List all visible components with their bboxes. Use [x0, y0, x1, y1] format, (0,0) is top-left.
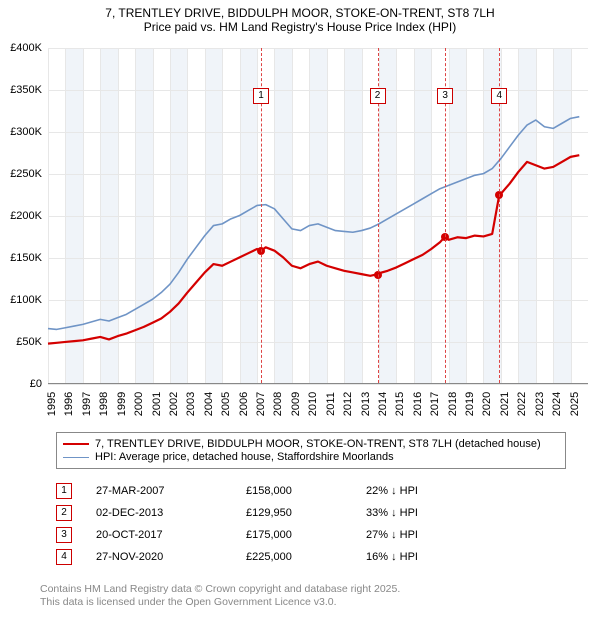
y-tick-label: £400K: [10, 42, 42, 54]
legend: 7, TRENTLEY DRIVE, BIDDULPH MOOR, STOKE-…: [56, 432, 566, 469]
legend-label: 7, TRENTLEY DRIVE, BIDDULPH MOOR, STOKE-…: [95, 438, 541, 450]
grid-y-line: [48, 384, 588, 385]
x-tick-label: 2010: [307, 392, 319, 416]
y-tick-label: £100K: [10, 294, 42, 306]
x-tick-label: 2005: [220, 392, 232, 416]
event-row-date: 20-OCT-2017: [96, 529, 246, 541]
event-row-price: £175,000: [246, 529, 366, 541]
legend-label: HPI: Average price, detached house, Staf…: [95, 451, 394, 463]
attribution: Contains HM Land Registry data © Crown c…: [40, 583, 400, 610]
y-tick-label: £150K: [10, 252, 42, 264]
event-row-delta: 22% ↓ HPI: [366, 485, 566, 497]
event-row-date: 27-MAR-2007: [96, 485, 246, 497]
event-row-date: 27-NOV-2020: [96, 551, 246, 563]
event-row-number: 3: [56, 527, 72, 543]
event-row-number: 1: [56, 483, 72, 499]
event-box: 4: [491, 88, 507, 104]
x-tick-label: 2024: [551, 392, 563, 416]
x-tick-label: 2018: [447, 392, 459, 416]
event-row-number: 4: [56, 549, 72, 565]
event-number-boxes: 1 2 3 4: [48, 48, 588, 383]
y-tick-label: £300K: [10, 126, 42, 138]
x-tick-label: 2014: [377, 392, 389, 416]
x-tick-label: 2015: [394, 392, 406, 416]
y-tick-label: £250K: [10, 168, 42, 180]
event-row-price: £129,950: [246, 507, 366, 519]
x-tick-label: 2000: [133, 392, 145, 416]
event-row-delta: 16% ↓ HPI: [366, 551, 566, 563]
x-tick-label: 2020: [481, 392, 493, 416]
x-tick-label: 2003: [185, 392, 197, 416]
x-tick-label: 2016: [412, 392, 424, 416]
event-box: 3: [437, 88, 453, 104]
x-tick-label: 2013: [360, 392, 372, 416]
events-table: 1 27-MAR-2007£158,00022% ↓ HPI 2 02-DEC-201…: [56, 480, 566, 568]
chart-container: 7, TRENTLEY DRIVE, BIDDULPH MOOR, STOKE-…: [0, 0, 600, 620]
plot-area: 1 2 3 4: [48, 48, 588, 384]
event-box: 1: [253, 88, 269, 104]
event-row: 4 27-NOV-2020£225,00016% ↓ HPI: [56, 546, 566, 568]
chart-title-line2: Price paid vs. HM Land Registry's House …: [0, 20, 600, 38]
x-axis-labels: 1995 1996 1997 1998 1999 2000 2001 2002 2003 2004…: [48, 388, 588, 422]
legend-swatch: [63, 443, 89, 445]
x-tick-label: 2025: [569, 392, 581, 416]
event-row-date: 02-DEC-2013: [96, 507, 246, 519]
x-tick-label: 2002: [168, 392, 180, 416]
x-tick-label: 1995: [46, 392, 58, 416]
x-tick-label: 2017: [429, 392, 441, 416]
attribution-line1: Contains HM Land Registry data © Crown c…: [40, 583, 400, 597]
y-tick-label: £0: [30, 378, 42, 390]
event-row-delta: 33% ↓ HPI: [366, 507, 566, 519]
event-row-number: 2: [56, 505, 72, 521]
chart-title-line1: 7, TRENTLEY DRIVE, BIDDULPH MOOR, STOKE-…: [0, 0, 600, 20]
event-row: 1 27-MAR-2007£158,00022% ↓ HPI: [56, 480, 566, 502]
x-tick-label: 1998: [98, 392, 110, 416]
event-row-price: £225,000: [246, 551, 366, 563]
legend-swatch: [63, 457, 89, 458]
x-tick-label: 2023: [534, 392, 546, 416]
attribution-line2: This data is licensed under the Open Gov…: [40, 596, 400, 610]
x-tick-label: 2004: [203, 392, 215, 416]
x-tick-label: 2019: [464, 392, 476, 416]
event-row-delta: 27% ↓ HPI: [366, 529, 566, 541]
x-tick-label: 1997: [81, 392, 93, 416]
x-tick-label: 2011: [325, 392, 337, 416]
y-tick-label: £50K: [16, 336, 42, 348]
legend-item: 7, TRENTLEY DRIVE, BIDDULPH MOOR, STOKE-…: [63, 438, 559, 450]
y-tick-label: £200K: [10, 210, 42, 222]
event-row: 3 20-OCT-2017£175,00027% ↓ HPI: [56, 524, 566, 546]
x-tick-label: 2009: [290, 392, 302, 416]
x-tick-label: 2021: [499, 392, 511, 416]
x-tick-label: 2007: [255, 392, 267, 416]
event-row: 2 02-DEC-2013£129,95033% ↓ HPI: [56, 502, 566, 524]
y-tick-label: £350K: [10, 84, 42, 96]
legend-item: HPI: Average price, detached house, Staf…: [63, 451, 559, 463]
y-axis-labels: £0£50K£100K£150K£200K£250K£300K£350K£400…: [6, 48, 46, 384]
x-tick-label: 2008: [272, 392, 284, 416]
chart-area: £0 £50K £100K £150K £200K £250K £300K £350K £400…: [6, 42, 594, 422]
x-tick-label: 2001: [151, 392, 163, 416]
x-tick-label: 2022: [516, 392, 528, 416]
x-tick-label: 1999: [116, 392, 128, 416]
x-tick-label: 2012: [342, 392, 354, 416]
event-row-price: £158,000: [246, 485, 366, 497]
x-tick-label: 2006: [238, 392, 250, 416]
x-tick-label: 1996: [63, 392, 75, 416]
event-box: 2: [370, 88, 386, 104]
